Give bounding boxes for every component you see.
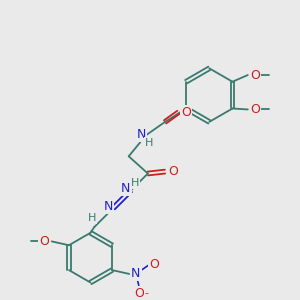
- Text: H: H: [88, 214, 97, 224]
- Text: N: N: [136, 128, 146, 141]
- Text: O: O: [250, 103, 260, 116]
- Text: N: N: [121, 182, 130, 195]
- Text: H: H: [131, 178, 140, 188]
- Text: O: O: [168, 165, 178, 178]
- Text: O: O: [149, 258, 159, 271]
- Text: O: O: [134, 286, 144, 299]
- Text: -: -: [144, 288, 148, 298]
- Text: N: N: [131, 267, 141, 280]
- Text: O: O: [250, 68, 260, 82]
- Text: N: N: [104, 200, 113, 212]
- Text: O: O: [39, 235, 49, 248]
- Text: O: O: [181, 106, 191, 119]
- Text: H: H: [145, 138, 153, 148]
